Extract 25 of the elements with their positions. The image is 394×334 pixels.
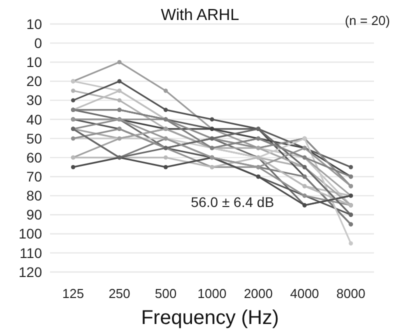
chart-title: With ARHL: [160, 7, 240, 24]
y-tick-label: 10: [26, 54, 42, 70]
x-tick-label: 8000: [336, 286, 366, 301]
x-tick-label: 500: [154, 286, 177, 301]
annotation: 56.0 ± 6.4 dB: [190, 194, 274, 210]
y-tick-label: 80: [26, 188, 42, 204]
y-tick-label: 50: [26, 130, 42, 146]
y-tick-label: 90: [26, 206, 42, 223]
x-tick-label: 1000: [198, 286, 226, 301]
y-tick-label: 30: [26, 92, 42, 108]
y-tick-label: 60: [26, 149, 42, 166]
y-tick-label: 20: [26, 73, 42, 90]
y-tick-label: 70: [26, 168, 42, 185]
y-tick-label: 0: [34, 34, 42, 51]
x-tick-label: 250: [108, 286, 130, 301]
annotation: (n = 20): [344, 13, 390, 28]
y-tick-label: 10: [26, 16, 42, 32]
x-axis-title: Frequency (Hz): [141, 307, 279, 329]
x-tick-label: 2000: [244, 286, 273, 301]
x-tick-label: 125: [62, 286, 84, 301]
y-tick-label: 100: [18, 226, 42, 242]
y-tick-label: 120: [18, 264, 42, 280]
y-tick-label: 40: [26, 111, 42, 128]
x-tick-label: 4000: [290, 286, 320, 301]
y-tick-label: 110: [20, 244, 42, 261]
